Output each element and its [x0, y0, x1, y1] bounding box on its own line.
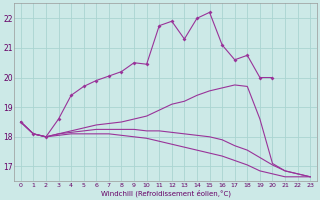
X-axis label: Windchill (Refroidissement éolien,°C): Windchill (Refroidissement éolien,°C) [100, 189, 230, 197]
